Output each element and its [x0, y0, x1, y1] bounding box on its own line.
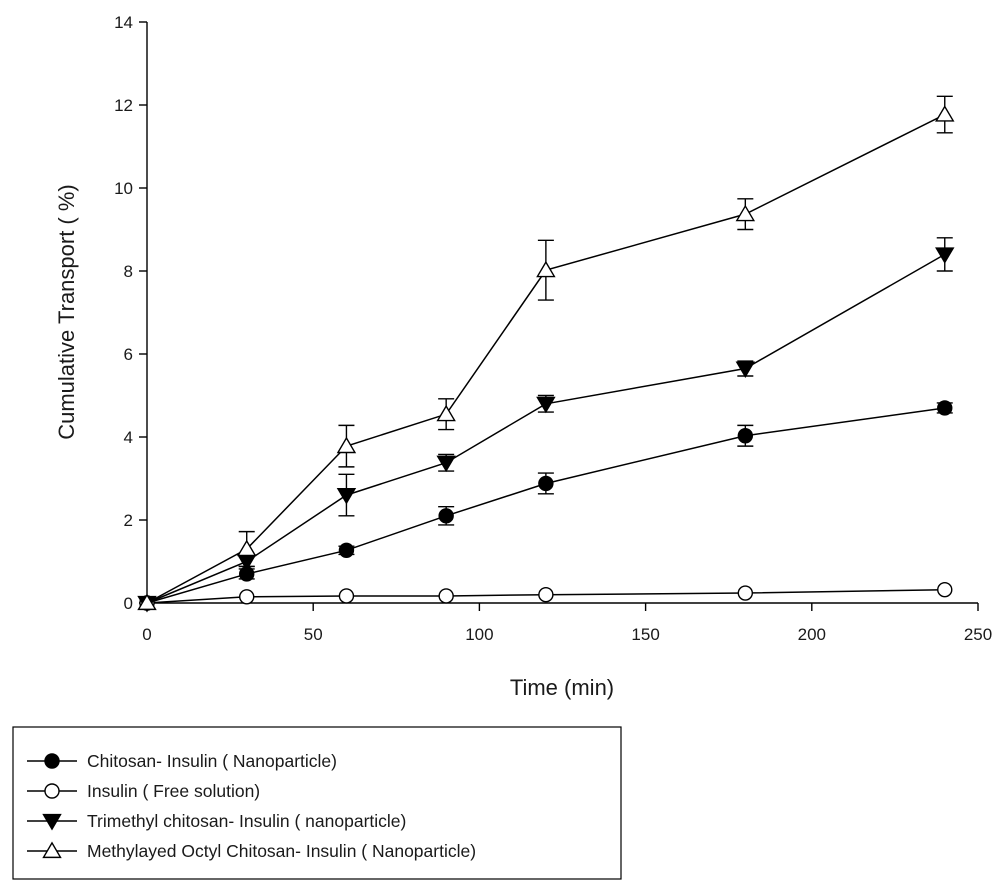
legend-marker [44, 783, 60, 799]
legend-entry: Methylayed Octyl Chitosan- Insulin ( Nan… [27, 841, 476, 861]
data-point [937, 400, 953, 416]
data-point [735, 361, 756, 378]
legend: Chitosan- Insulin ( Nanoparticle) Insulin… [12, 726, 622, 880]
legend-marker [42, 813, 62, 831]
series-line [146, 113, 946, 604]
series-2 [139, 582, 953, 611]
x-tick-label: 100 [465, 625, 493, 644]
series-layer [137, 95, 955, 613]
data-point [538, 475, 554, 492]
legend-marker [44, 753, 60, 769]
data-point [735, 204, 756, 222]
data-point [236, 539, 257, 557]
x-tick-label: 200 [798, 625, 826, 644]
series-4 [137, 95, 955, 611]
data-point [336, 488, 357, 505]
legend-entry: Trimethyl chitosan- Insulin ( nanopartic… [27, 811, 406, 831]
legend-box [12, 726, 622, 880]
legend-label: Insulin ( Free solution) [87, 781, 260, 801]
y-axis-label: Cumulative Transport ( %) [54, 184, 79, 440]
legend-marker [42, 841, 62, 859]
data-point [438, 508, 454, 524]
data-point [935, 247, 955, 264]
y-tick-label: 6 [124, 345, 133, 364]
y-tick-label: 2 [124, 511, 133, 530]
data-point [538, 587, 554, 603]
data-point [336, 436, 357, 454]
data-point [737, 585, 754, 601]
legend-label: Chitosan- Insulin ( Nanoparticle) [87, 751, 337, 771]
x-tick-label: 250 [964, 625, 992, 644]
data-point [338, 588, 355, 604]
legend-entry: Chitosan- Insulin ( Nanoparticle) [27, 751, 337, 771]
data-point [239, 589, 255, 605]
data-point [338, 542, 355, 558]
y-tick-label: 0 [124, 594, 133, 613]
data-point [536, 260, 556, 278]
data-point [937, 582, 953, 598]
series-line [146, 253, 946, 604]
y-tick-label: 8 [124, 262, 133, 281]
data-point [737, 428, 754, 444]
y-tick-label: 4 [124, 428, 133, 447]
series-line [146, 407, 945, 604]
legend-label: Methylayed Octyl Chitosan- Insulin ( Nan… [87, 841, 476, 861]
data-point [436, 404, 456, 422]
legend-entry: Insulin ( Free solution) [27, 781, 260, 801]
x-tick-label: 150 [631, 625, 659, 644]
x-tick-label: 0 [142, 625, 151, 644]
data-point [935, 105, 955, 122]
x-axis-label: Time (min) [510, 675, 614, 700]
data-point [137, 593, 157, 611]
legend-label: Trimethyl chitosan- Insulin ( nanopartic… [87, 811, 406, 831]
axes: 0 2 4 6 8 10 12 14 0 50 100 150 200 250 [114, 13, 992, 644]
x-tick-label: 50 [304, 625, 323, 644]
y-tick-label: 14 [114, 13, 133, 32]
data-point [438, 588, 454, 604]
y-tick-label: 12 [114, 96, 133, 115]
data-point [436, 455, 456, 473]
y-tick-label: 10 [114, 179, 133, 198]
data-point [536, 396, 556, 414]
series-1 [139, 400, 953, 611]
